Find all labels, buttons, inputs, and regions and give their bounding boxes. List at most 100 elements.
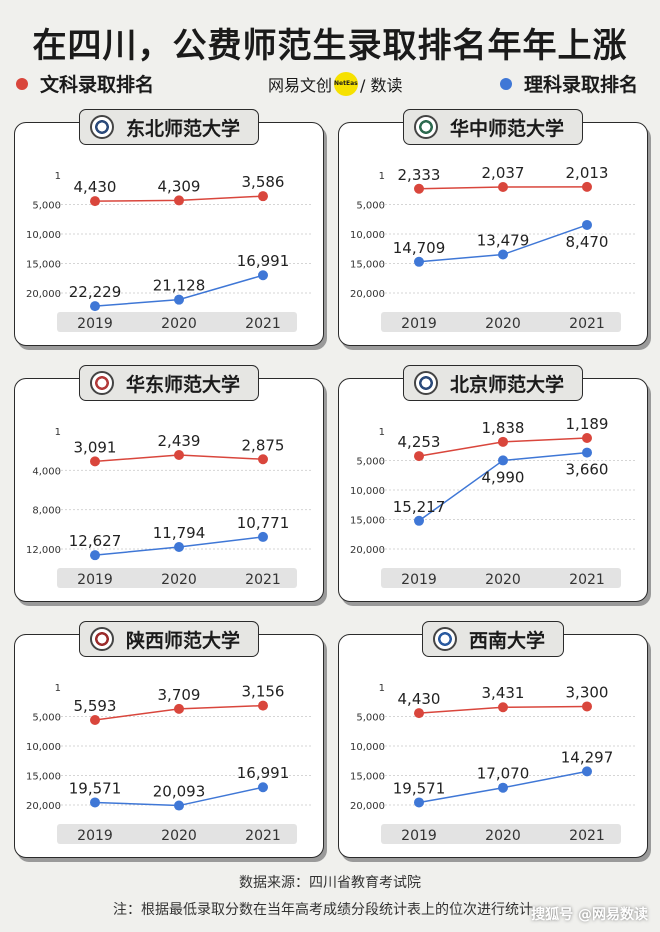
y-tick-label: 20,000 [350,801,385,812]
data-source: 数据来源：四川省教育考试院 [239,875,421,891]
university-seal-icon [413,115,438,139]
university-name: 东北师范大学 [125,117,241,140]
data-label: 2,439 [158,432,201,450]
brand-badge: NetEase [334,72,359,96]
legend-arts-label: 文科录取排名 [40,74,155,96]
data-label: 5,593 [74,697,117,715]
data-point [498,702,508,713]
data-label: 3,709 [158,686,201,704]
data-point [174,449,184,460]
university-seal-icon [89,627,114,651]
y-tick-label: 10,000 [350,486,385,497]
data-label: 3,091 [74,438,117,456]
chart-panel-swu: 西南大学 1 5,000 10,000 15,000 20,000 2019 2020 202… [338,621,648,858]
data-label: 13,479 [477,232,530,250]
chart-panel-ecnu: 华东师范大学 1 4,000 8,000 12,000 2019 2020 2021 3,09… [14,365,324,602]
university-name: 陕西师范大学 [125,629,241,652]
data-point [498,455,508,466]
university-name-tab: 西南大学 [421,621,565,657]
data-point [414,256,424,267]
university-seal-icon [89,115,114,139]
data-label: 12,627 [69,532,122,550]
data-label: 16,991 [237,764,290,782]
data-label: 16,991 [237,252,290,270]
data-point [258,782,268,793]
data-label: 17,070 [477,765,530,783]
data-label: 2,875 [242,436,285,454]
university-name: 西南大学 [468,629,546,652]
data-point [582,766,592,777]
y-tick-label: 20,000 [26,801,61,812]
university-name-tab: 华中师范大学 [402,109,584,145]
chart-panel-nenu: 东北师范大学 1 5,000 10,000 15,000 20,000 2019 2020 2… [14,109,324,346]
y-tick-label: 20,000 [26,289,61,300]
y-tick-label: 15,000 [350,515,385,526]
chart-panel-snnu: 陕西师范大学 1 5,000 10,000 15,000 20,000 2019 2020 2… [14,621,324,858]
data-label: 4,990 [482,468,525,486]
data-point [414,708,424,719]
data-point [90,714,100,725]
data-point [498,436,508,447]
x-tick-label: 2021 [245,828,281,844]
brand-name: 网易文创 [268,76,333,95]
data-point [414,515,424,526]
x-axis-band [381,824,621,844]
legend-arts-dot [16,77,28,90]
data-label: 14,297 [561,748,614,766]
data-point [258,270,268,281]
x-tick-label: 2021 [569,316,605,332]
y-tick-label: 1 [379,427,385,438]
data-label: 4,430 [398,690,441,708]
x-tick-label: 2021 [245,572,281,588]
data-point [174,294,184,305]
y-tick-label: 20,000 [350,545,385,556]
x-tick-label: 2021 [245,316,281,332]
university-name-tab: 东北师范大学 [78,109,260,145]
y-tick-label: 1 [379,171,385,182]
data-label: 4,309 [158,177,201,195]
x-axis-band [57,568,297,588]
x-axis-band [381,568,621,588]
university-name-tab: 北京师范大学 [402,365,584,401]
y-tick-label: 5,000 [32,712,61,723]
x-tick-label: 2019 [77,316,113,332]
data-label: 22,229 [69,283,122,301]
x-tick-label: 2020 [161,316,197,332]
y-tick-label: 10,000 [350,230,385,241]
y-tick-label: 10,000 [26,742,61,753]
university-name: 华东师范大学 [125,373,241,396]
data-label: 2,037 [482,164,525,182]
data-label: 11,794 [153,524,206,542]
university-name-tab: 华东师范大学 [78,365,260,401]
data-point [90,456,100,467]
x-tick-label: 2021 [569,828,605,844]
university-name: 北京师范大学 [449,373,565,396]
x-tick-label: 2019 [401,572,437,588]
data-point [582,447,592,458]
data-point [174,800,184,811]
brand-subname: / 数读 [360,76,403,95]
data-point [582,701,592,712]
x-tick-label: 2021 [569,572,605,588]
y-tick-label: 15,000 [350,771,385,782]
y-tick-label: 15,000 [26,259,61,270]
university-seal-icon [413,371,438,395]
page-title: 在四川，公费师范生录取排名年年上涨 [32,26,628,66]
data-label: 1,189 [566,415,609,433]
data-label: 8,470 [566,233,609,251]
x-axis-band [57,312,297,332]
y-tick-label: 4,000 [32,466,61,477]
y-tick-label: 1 [55,683,61,694]
data-label: 4,253 [398,433,441,451]
data-point [498,182,508,193]
y-tick-label: 20,000 [350,289,385,300]
data-point [174,195,184,206]
data-point [582,219,592,230]
data-label: 3,156 [242,683,285,701]
data-label: 21,128 [153,277,206,295]
data-point [258,191,268,202]
line-chart: 1 4,000 8,000 12,000 2019 2020 2021 3,091 2,439 2… [26,427,311,588]
data-point [582,433,592,444]
